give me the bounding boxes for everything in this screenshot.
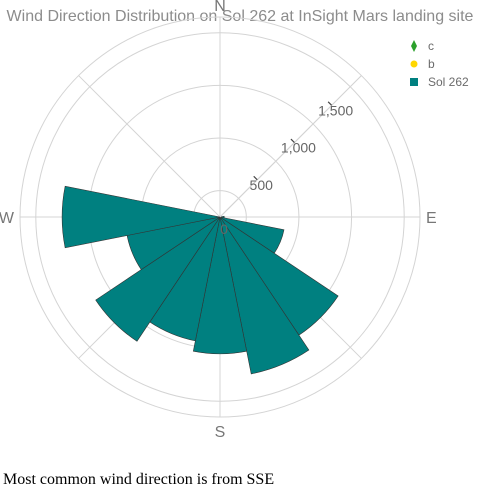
radial-tick-label-500: 500	[250, 177, 274, 193]
bar-sse[interactable]	[219, 216, 310, 375]
compass-labels: N E S W	[0, 0, 437, 441]
radial-tick-1500	[327, 101, 333, 106]
radial-axis-line	[219, 75, 362, 218]
bars	[61, 185, 339, 375]
legend-label-b: b	[428, 57, 435, 71]
legend-symbol-c	[411, 40, 417, 52]
legend: c b Sol 262	[410, 39, 469, 89]
compass-label-e: E	[426, 210, 437, 227]
legend-label-sol-262: Sol 262	[428, 75, 469, 89]
chart-title: Wind Direction Distribution on Sol 262 a…	[7, 8, 474, 25]
radial-tick-500	[253, 175, 258, 181]
compass-label-s: S	[215, 424, 226, 441]
compass-label-w: W	[0, 210, 15, 227]
legend-item-c[interactable]: c	[411, 39, 434, 53]
radial-axis: 500 1,000 1,500	[219, 75, 362, 218]
bar-w[interactable]	[61, 185, 221, 249]
legend-label-c: c	[428, 39, 434, 53]
zero-label: 0	[220, 221, 228, 237]
compass-label-n: N	[214, 0, 226, 15]
radial-tick-label-1500: 1,500	[318, 102, 353, 118]
grid-spoke-315	[78, 75, 221, 218]
caption: Most common wind direction is from SSE	[3, 471, 275, 488]
radial-tick-label-1000: 1,000	[281, 140, 316, 156]
radial-tick-1000	[290, 138, 295, 143]
legend-item-b[interactable]: b	[410, 57, 436, 71]
legend-symbol-sol-262	[410, 78, 418, 86]
wind-rose-chart: Wind Direction Distribution on Sol 262 a…	[0, 0, 474, 441]
bar-s[interactable]	[192, 216, 248, 355]
legend-symbol-b	[410, 60, 418, 68]
legend-item-sol-262[interactable]: Sol 262	[410, 75, 469, 89]
bar-sw[interactable]	[95, 216, 221, 342]
